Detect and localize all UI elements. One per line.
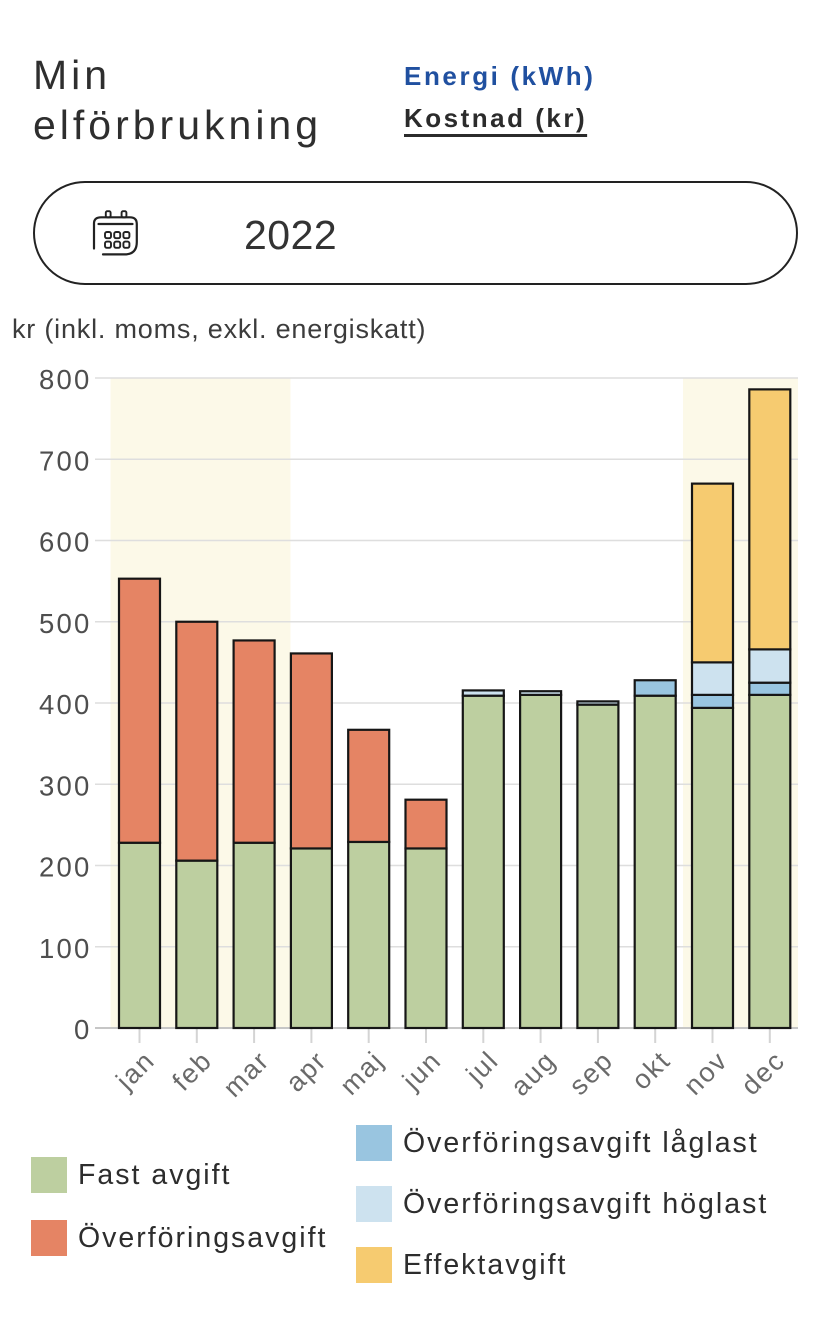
svg-text:0: 0: [74, 1014, 92, 1045]
svg-text:maj: maj: [334, 1045, 390, 1101]
svg-text:400: 400: [39, 689, 91, 720]
svg-text:apr: apr: [280, 1045, 333, 1098]
svg-text:aug: aug: [505, 1045, 562, 1102]
svg-text:okt: okt: [626, 1045, 677, 1096]
svg-text:200: 200: [39, 852, 91, 883]
svg-text:jul: jul: [460, 1045, 505, 1090]
svg-text:jan: jan: [110, 1045, 161, 1096]
svg-text:300: 300: [39, 770, 91, 801]
svg-text:700: 700: [39, 445, 91, 476]
svg-text:dec: dec: [735, 1045, 791, 1101]
svg-text:100: 100: [39, 933, 91, 964]
svg-text:500: 500: [39, 608, 91, 639]
svg-text:600: 600: [39, 527, 91, 558]
svg-text:feb: feb: [166, 1045, 218, 1097]
svg-text:jun: jun: [396, 1045, 447, 1096]
svg-text:nov: nov: [678, 1045, 734, 1101]
svg-text:800: 800: [39, 364, 91, 395]
svg-text:mar: mar: [217, 1045, 275, 1103]
svg-text:sep: sep: [563, 1045, 619, 1101]
